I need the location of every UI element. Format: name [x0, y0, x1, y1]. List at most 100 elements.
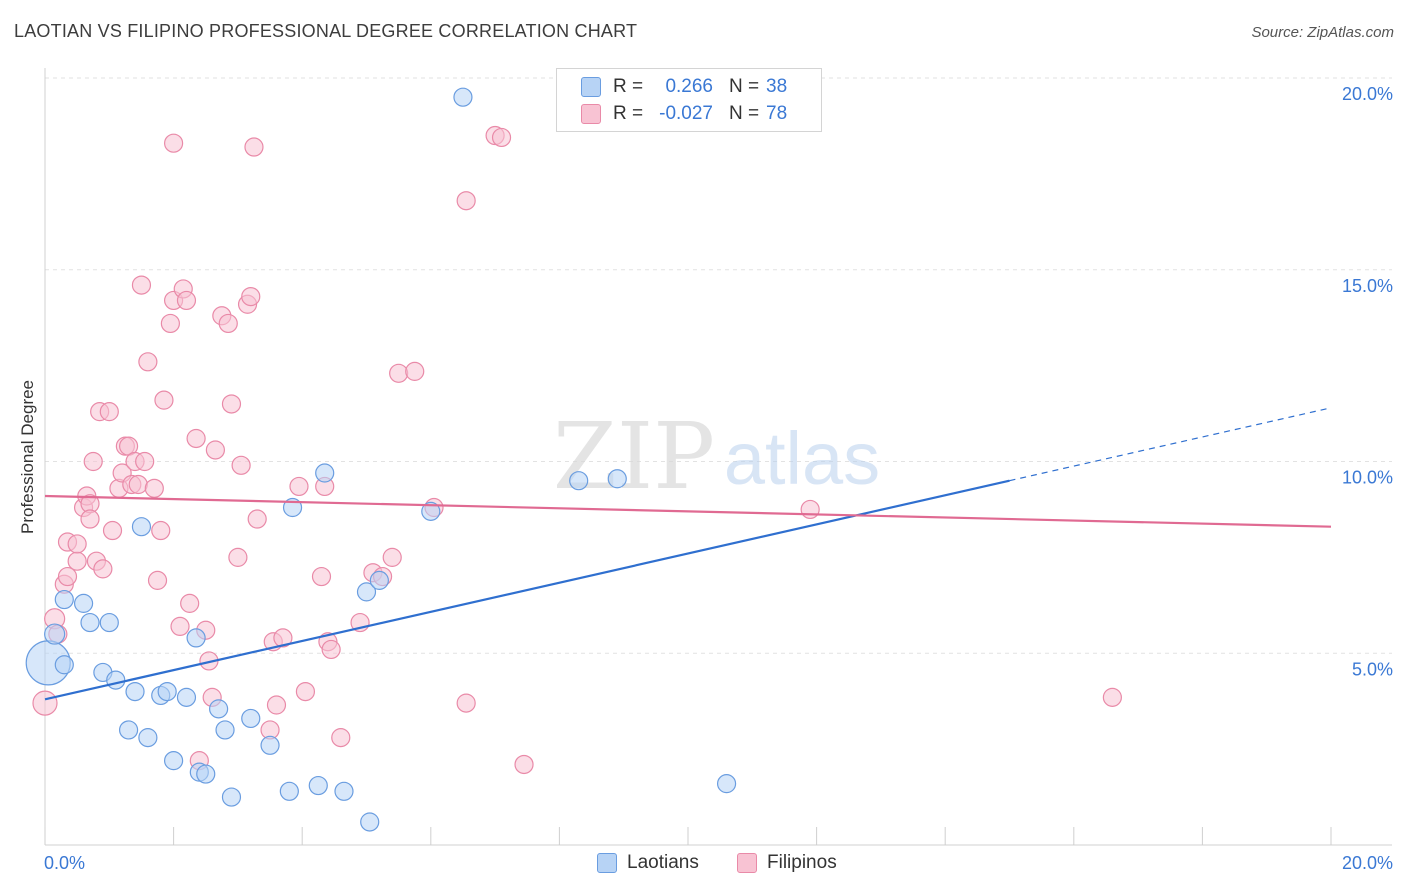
- filipino-point: [389, 363, 409, 383]
- laotian-point: [279, 781, 299, 801]
- filipino-point: [295, 681, 316, 702]
- axes: [44, 68, 1392, 846]
- y-tick-label: 10.0%: [1342, 468, 1393, 488]
- filipino-point: [131, 275, 152, 295]
- gridlines: [45, 77, 1392, 654]
- filipino-point: [382, 547, 402, 567]
- filipino-point: [170, 616, 190, 637]
- filipino-point: [67, 551, 87, 571]
- filipino-point: [160, 313, 180, 334]
- filipino-point: [151, 520, 171, 541]
- laotian-point: [334, 781, 354, 801]
- filipino-point: [57, 566, 78, 587]
- filipino-point: [456, 693, 476, 713]
- laotian-point: [369, 570, 389, 590]
- laotian-point: [607, 469, 627, 489]
- filipino-point: [147, 570, 168, 590]
- laotian-point: [54, 655, 74, 675]
- filipino-point: [266, 695, 287, 715]
- x-tick-label: 20.0%: [1342, 853, 1393, 873]
- r-value: -0.027: [659, 103, 713, 124]
- laotian-point: [716, 774, 737, 794]
- laotians-trend-extension: [1009, 407, 1332, 482]
- laotian-point: [125, 681, 145, 702]
- filipino-point: [32, 690, 58, 716]
- filipino-point: [331, 728, 351, 748]
- filipino-point: [99, 402, 119, 422]
- laotian-point: [360, 812, 380, 832]
- n-label: N =: [729, 76, 760, 97]
- laotian-point: [241, 708, 261, 729]
- laotian-point: [99, 612, 119, 633]
- filipino-point: [138, 352, 158, 372]
- filipino-point: [67, 534, 87, 554]
- laotian-point: [308, 775, 328, 796]
- legend-row-filipinos: R = -0.027 N = 78: [581, 102, 787, 126]
- filipino-point: [231, 455, 251, 475]
- laotian-point: [315, 463, 335, 483]
- filipino-point: [135, 451, 155, 472]
- laotian-point: [186, 628, 206, 648]
- filipino-point: [244, 137, 264, 157]
- filipino-point: [164, 133, 184, 153]
- laotian-point: [80, 612, 100, 633]
- laotian-point: [196, 764, 216, 784]
- filipino-point: [176, 290, 197, 311]
- laotian-point: [453, 87, 473, 107]
- tick-labels: 5.0% 10.0% 15.0% 20.0% 0.0% 20.0%: [44, 84, 1393, 873]
- filipino-point: [221, 394, 242, 414]
- filipino-point: [228, 547, 248, 567]
- filipino-point: [1102, 687, 1122, 707]
- laotians-points: [25, 87, 737, 832]
- filipino-point: [456, 191, 476, 211]
- filipino-point: [186, 428, 206, 449]
- bottom-legend-filipinos[interactable]: Filipinos: [737, 852, 837, 874]
- filipino-point: [93, 559, 113, 579]
- filipino-point: [289, 476, 309, 497]
- filipinos-trend-line: [44, 494, 1332, 528]
- bottom-legend-laotians[interactable]: Laotians: [597, 852, 699, 874]
- laotian-point: [209, 699, 229, 719]
- filipino-point: [247, 509, 267, 529]
- laotian-point: [118, 720, 139, 740]
- filipino-point: [102, 520, 123, 541]
- laotian-point: [54, 589, 74, 610]
- laotian-point: [164, 751, 184, 771]
- filipinos-swatch: [737, 853, 757, 873]
- n-value: 78: [766, 103, 788, 124]
- source-label: Source: ZipAtlas.com: [1251, 24, 1394, 41]
- laotian-point: [356, 582, 377, 602]
- laotian-point: [106, 670, 126, 690]
- filipino-point: [128, 474, 148, 495]
- filipino-point: [321, 639, 341, 660]
- laotian-point: [215, 720, 235, 740]
- trend-lines: [44, 407, 1332, 701]
- filipino-point: [180, 593, 200, 613]
- legend-row-laotians: R = 0.266 N = 38: [581, 75, 787, 99]
- correlation-legend: R = 0.266 N = 38 R = -0.027 N = 78: [556, 68, 822, 132]
- laotian-point: [44, 623, 66, 645]
- filipino-point: [241, 286, 261, 307]
- n-label: N =: [729, 103, 760, 124]
- laotian-point: [131, 517, 152, 537]
- y-tick-label: 20.0%: [1342, 84, 1393, 104]
- n-value: 38: [766, 76, 788, 97]
- filipino-point: [205, 440, 225, 460]
- laotian-point: [157, 681, 177, 702]
- laotian-point: [176, 687, 197, 707]
- filipino-point: [83, 451, 103, 472]
- filipinos-points: [32, 125, 1122, 775]
- filipino-point: [405, 361, 425, 381]
- r-label: R =: [613, 103, 644, 124]
- y-tick-label: 15.0%: [1342, 276, 1393, 296]
- laotian-point: [73, 593, 94, 613]
- r-label: R =: [613, 76, 644, 97]
- filipino-point: [491, 127, 512, 148]
- laotians-legend-label: Laotians: [627, 852, 699, 873]
- filipinos-swatch: [581, 104, 601, 124]
- laotian-point: [221, 787, 242, 807]
- filipino-point: [144, 478, 164, 498]
- filipino-point: [80, 509, 100, 529]
- laotian-point: [569, 471, 589, 491]
